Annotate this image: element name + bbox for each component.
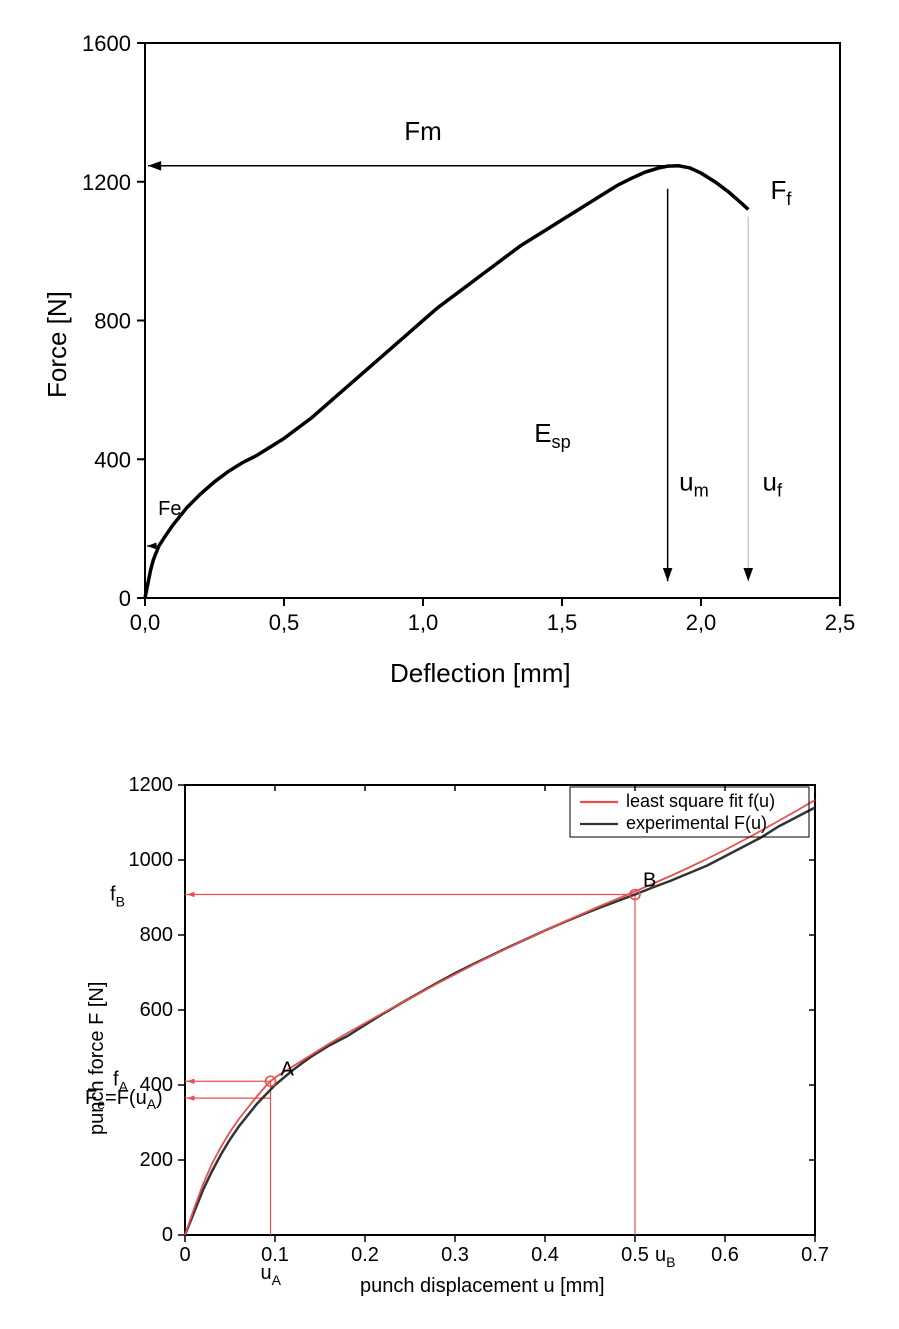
svg-text:Fm: Fm — [404, 116, 442, 146]
chart1-ylabel: Force [N] — [42, 291, 73, 398]
svg-text:0,0: 0,0 — [130, 610, 161, 635]
svg-text:800: 800 — [94, 309, 131, 334]
svg-text:Fe: Fe — [158, 498, 181, 520]
svg-text:um: um — [679, 466, 709, 500]
svg-text:least square fit f(u): least square fit f(u) — [626, 791, 775, 811]
page: Force [N] 0,0 0,5 1,0 1,5 2,0 2,5 0 400 800 1200 1… — [0, 0, 899, 1329]
svg-text:1600: 1600 — [82, 31, 131, 56]
svg-text:2,5: 2,5 — [825, 610, 856, 635]
svg-text:1000: 1000 — [129, 849, 174, 871]
svg-text:B: B — [643, 870, 656, 892]
svg-text:fB: fB — [110, 884, 125, 910]
svg-text:0: 0 — [119, 586, 131, 611]
svg-text:0.2: 0.2 — [351, 1244, 379, 1266]
svg-text:600: 600 — [140, 999, 173, 1021]
svg-text:0.5: 0.5 — [621, 1244, 649, 1266]
svg-text:2,0: 2,0 — [686, 610, 717, 635]
chart-force-deflection: Force [N] 0,0 0,5 1,0 1,5 2,0 2,5 0 400 800 1200 1… — [30, 18, 870, 698]
svg-text:0: 0 — [162, 1224, 173, 1246]
svg-text:Esp: Esp — [534, 418, 571, 452]
chart1-xlabel: Deflection [mm] — [390, 658, 571, 689]
svg-text:0: 0 — [179, 1244, 190, 1266]
chart-punch: punch force F [N] 00.10.20.30.40.50.60.7… — [80, 765, 840, 1310]
svg-text:uB: uB — [655, 1244, 675, 1270]
chart2-svg: 00.10.20.30.40.50.60.7020040060080010001… — [80, 765, 840, 1310]
svg-text:0.7: 0.7 — [801, 1244, 829, 1266]
svg-text:experimental F(u): experimental F(u) — [626, 813, 767, 833]
chart1-svg: 0,0 0,5 1,0 1,5 2,0 2,5 0 400 800 1200 1600 Fm Fe um u… — [30, 18, 870, 698]
svg-text:800: 800 — [140, 924, 173, 946]
svg-text:0,5: 0,5 — [269, 610, 300, 635]
svg-text:1200: 1200 — [82, 170, 131, 195]
chart2-ylabel: punch force F [N] — [86, 982, 109, 1135]
chart2-xlabel: punch displacement u [mm] — [360, 1275, 605, 1298]
svg-text:0.4: 0.4 — [531, 1244, 559, 1266]
svg-text:1200: 1200 — [129, 774, 174, 796]
svg-text:1,5: 1,5 — [547, 610, 578, 635]
svg-text:Ff: Ff — [771, 175, 793, 209]
svg-text:A: A — [281, 1058, 295, 1080]
svg-text:0.6: 0.6 — [711, 1244, 739, 1266]
svg-text:400: 400 — [94, 447, 131, 472]
svg-text:200: 200 — [140, 1149, 173, 1171]
svg-text:0.3: 0.3 — [441, 1244, 469, 1266]
svg-text:uf: uf — [763, 466, 783, 500]
svg-text:1,0: 1,0 — [408, 610, 439, 635]
